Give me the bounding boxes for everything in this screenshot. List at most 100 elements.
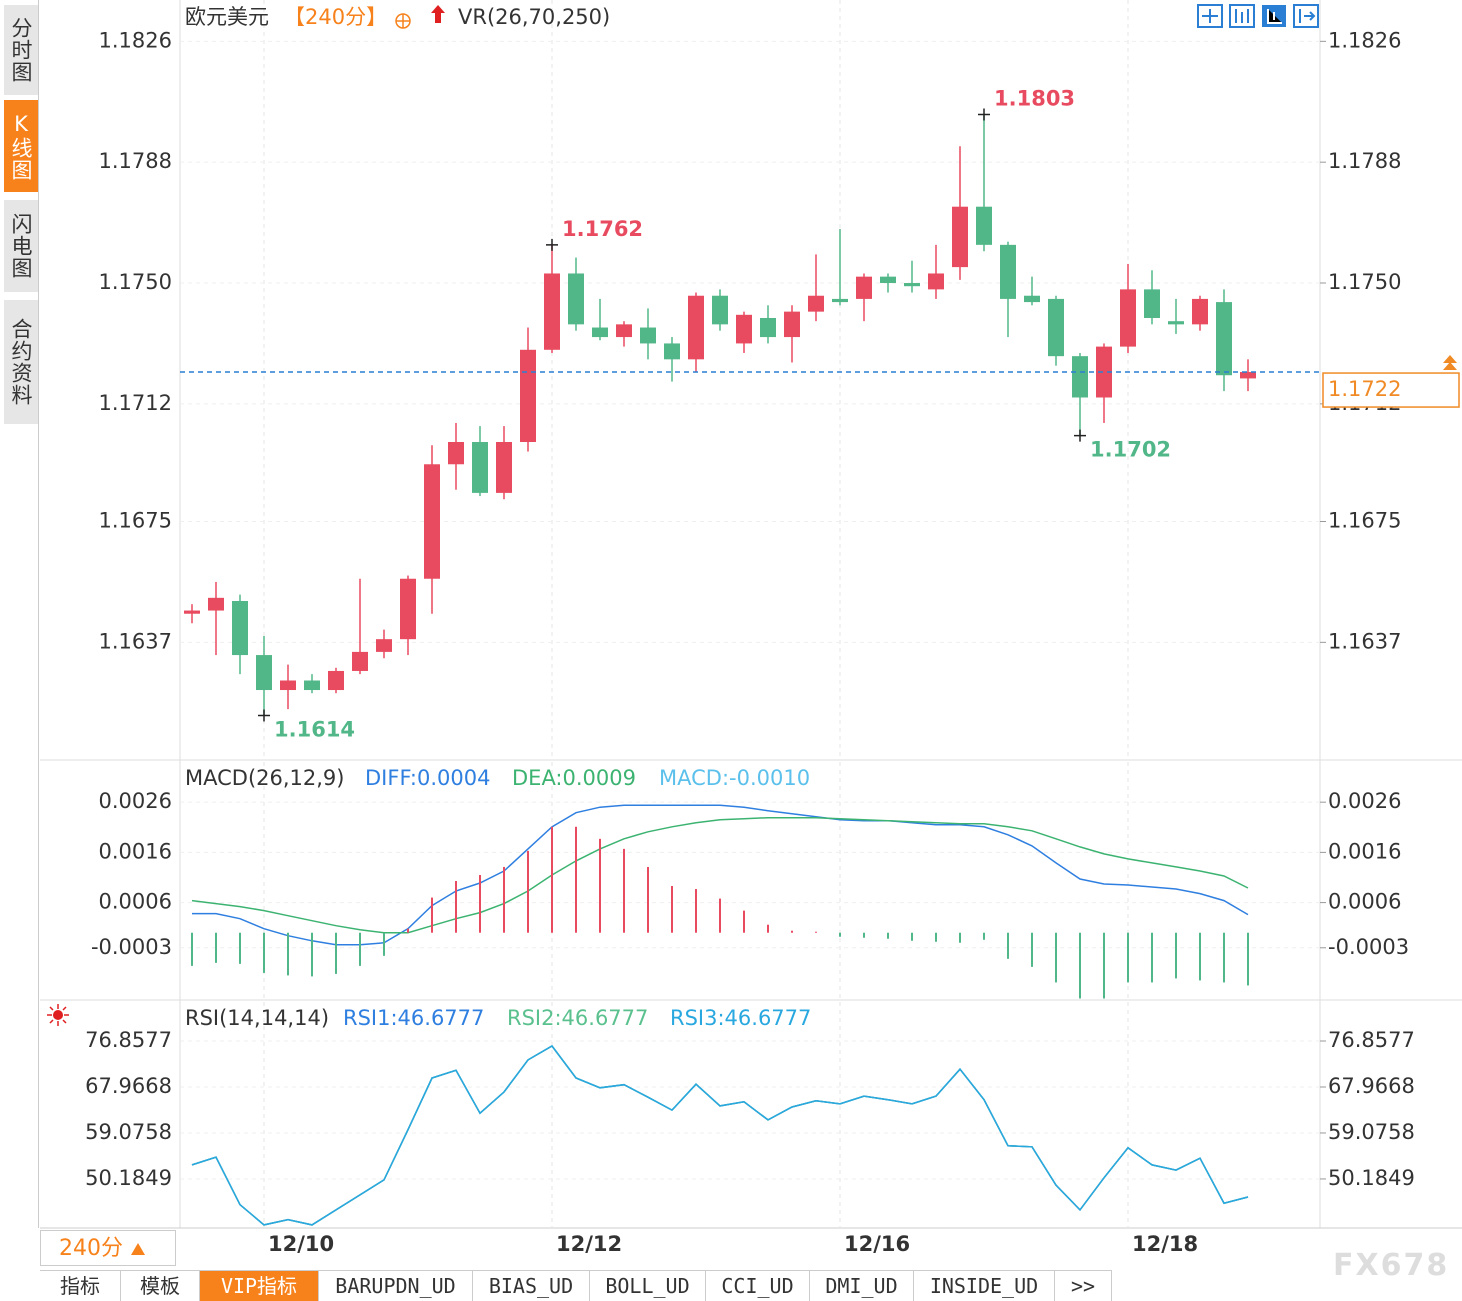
y-tick-label-right: 1.1788 — [1328, 149, 1401, 173]
candle-body — [880, 276, 896, 284]
period-label: 240分 — [59, 1236, 123, 1261]
watermark: FX678 — [1333, 1248, 1450, 1283]
chart-title: 欧元美元 — [185, 5, 269, 29]
candle-body — [1120, 289, 1136, 347]
candle-body — [808, 295, 824, 312]
legend-title: RSI(14,14,14) — [185, 1006, 329, 1030]
candle-body — [616, 324, 632, 338]
x-tick-label: 12/18 — [1132, 1232, 1198, 1256]
indicator-tab[interactable]: 指标 — [40, 1271, 121, 1301]
candle-body — [568, 273, 584, 325]
icon — [1267, 9, 1282, 24]
y-tick-label: 50.1849 — [85, 1166, 172, 1190]
y-tick-label: 1.1750 — [99, 270, 172, 294]
y-tick-label-right: 76.8577 — [1328, 1028, 1415, 1052]
sidebar-tab[interactable]: 合约资料 — [4, 300, 38, 424]
candle-body — [304, 680, 320, 691]
y-tick-label: 59.0758 — [85, 1120, 172, 1144]
indicator-tab[interactable]: INSIDE_UD — [914, 1271, 1055, 1301]
y-tick-label: 1.1712 — [99, 391, 172, 415]
series-line — [191, 816, 1249, 934]
y-tick-label: 0.0016 — [99, 839, 172, 863]
sidebar-tab[interactable]: K线图 — [4, 100, 38, 192]
y-tick-label-right: 67.9668 — [1328, 1074, 1415, 1098]
icon[interactable] — [1197, 4, 1223, 28]
y-tick-label: 67.9668 — [85, 1074, 172, 1098]
indicator-tab[interactable]: VIP指标 — [200, 1271, 319, 1301]
indicator-icon[interactable] — [431, 5, 445, 23]
candle-body — [904, 283, 920, 287]
settings-icon[interactable] — [47, 1004, 69, 1026]
candle-body — [1048, 298, 1064, 357]
candle-body — [856, 276, 872, 299]
indicator-tab[interactable]: CCI_UD — [706, 1271, 810, 1301]
y-tick-label: -0.0003 — [91, 935, 172, 959]
icon[interactable] — [1293, 4, 1319, 28]
indicator-tab[interactable]: 模板 — [121, 1271, 200, 1301]
candle-body — [760, 317, 776, 338]
y-tick-label-right: 59.0758 — [1328, 1120, 1415, 1144]
candle-body — [184, 610, 200, 614]
candle-body — [832, 298, 848, 303]
indicator-tab[interactable]: BOLL_UD — [590, 1271, 706, 1301]
candle-body — [496, 442, 512, 493]
icon — [53, 1010, 63, 1020]
last-price-box — [1322, 372, 1460, 408]
legend-entry: RSI3:46.6777 — [670, 1006, 811, 1030]
candle-body — [1000, 244, 1016, 299]
icon[interactable] — [1229, 4, 1255, 28]
indicator-tab[interactable]: >> — [1055, 1271, 1112, 1301]
candle-body — [400, 578, 416, 640]
sidebar-tab[interactable]: 分时图 — [4, 5, 38, 95]
icon — [1202, 9, 1218, 23]
candle-body — [976, 206, 992, 245]
toolbar-icons[interactable] — [1197, 4, 1319, 28]
candle-body — [520, 349, 536, 443]
y-tick-label-right: -0.0003 — [1328, 935, 1409, 959]
legend-title: MACD(26,12,9) — [185, 766, 345, 790]
candle-body — [952, 206, 968, 268]
y-tick-label-right: 1.1826 — [1328, 28, 1401, 52]
y-tick-label-right: 1.1675 — [1328, 509, 1401, 533]
chart: 1.1826 1.1826 1.1788 1.1788 1.1750 1.1750 1.17… — [40, 0, 1462, 1256]
indicator-tab[interactable]: BIAS_UD — [473, 1271, 590, 1301]
candle-body — [424, 464, 440, 579]
candle-body — [256, 655, 272, 691]
x-tick-label: 12/16 — [844, 1232, 910, 1256]
candle-body — [592, 327, 608, 338]
legend-entry: RSI2:46.6777 — [507, 1006, 648, 1030]
y-tick-label: 76.8577 — [85, 1028, 172, 1052]
legend-entry: MACD:-0.0010 — [659, 766, 810, 790]
last-price-label: 1.1722 — [1328, 377, 1401, 401]
sidebar-tab[interactable]: 闪电图 — [4, 200, 38, 292]
y-tick-label-right: 0.0006 — [1328, 890, 1401, 914]
candle-body — [544, 273, 560, 350]
period-button[interactable]: 240分 — [40, 1230, 176, 1266]
sidebar: 分时图 K线图闪电图合约资料 — [0, 0, 39, 1228]
series-line — [191, 1045, 1249, 1226]
y-tick-label: 1.1637 — [99, 629, 172, 653]
candle-body — [280, 680, 296, 691]
candle-body — [1168, 321, 1184, 325]
candle-body — [1024, 295, 1040, 303]
candle-body — [208, 597, 224, 611]
extreme-label: 1.1762 — [562, 217, 643, 241]
extreme-marker — [1074, 429, 1086, 442]
y-tick-label: 1.1675 — [99, 509, 172, 533]
indicator-tabs: 指标 模板 VIP指标 BARUPDN_UD BIAS_UD BOLL_UD CCI_UD D… — [40, 1270, 1112, 1301]
icon — [47, 1004, 69, 1026]
indicator-tab[interactable]: BARUPDN_UD — [319, 1271, 473, 1301]
candle-body — [712, 295, 728, 325]
candle-body — [664, 343, 680, 360]
candle-body — [928, 273, 944, 290]
y-tick-label-right: 50.1849 — [1328, 1166, 1415, 1190]
candle-body — [448, 442, 464, 465]
legend-entry: DIFF:0.0004 — [365, 766, 490, 790]
y-tick-label: 0.0006 — [99, 890, 172, 914]
candle-body — [1240, 372, 1256, 379]
indicator-tab[interactable]: DMI_UD — [810, 1271, 914, 1301]
candle-body — [736, 314, 752, 344]
period-arrow — [131, 1243, 145, 1255]
candle-body — [1096, 346, 1112, 398]
